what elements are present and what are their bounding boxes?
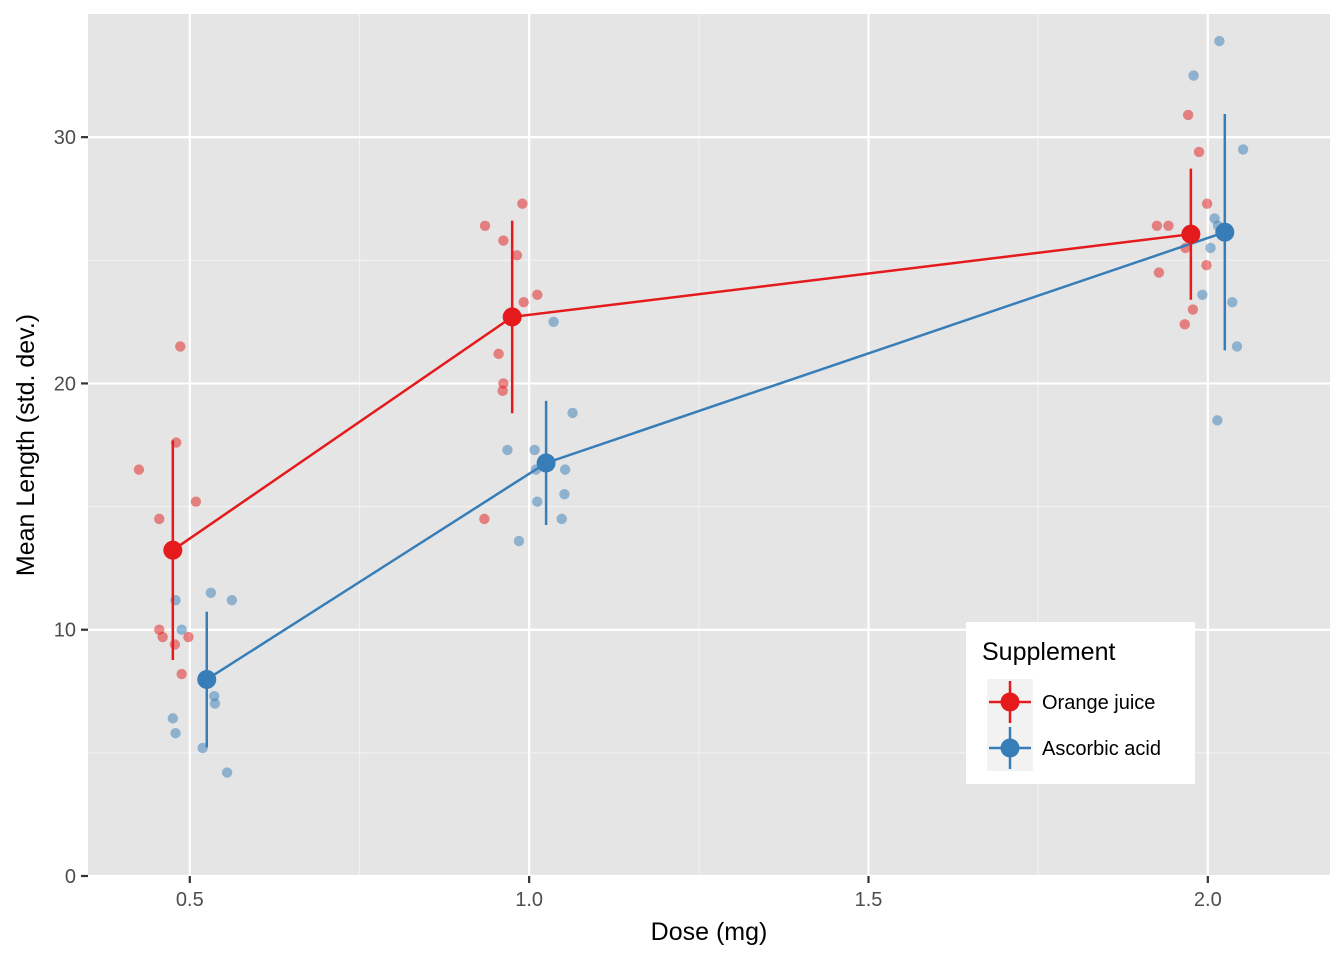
raw-point: [209, 698, 221, 709]
raw-point: [567, 407, 578, 419]
legend-label: Ascorbic acid: [1042, 738, 1161, 760]
mean-point: [502, 307, 522, 327]
legend-title: Supplement: [982, 638, 1115, 666]
mean-point: [536, 453, 556, 473]
raw-point: [1182, 109, 1194, 121]
raw-point: [479, 513, 490, 525]
raw-points: [133, 35, 1249, 778]
legend-key-point: [1000, 738, 1020, 758]
x-tick-label: 1.5: [855, 889, 883, 911]
legend-key-point: [1000, 692, 1020, 712]
raw-point: [479, 220, 491, 232]
raw-point: [170, 727, 181, 739]
raw-point: [1163, 220, 1174, 232]
raw-point: [559, 489, 570, 500]
x-tick-label: 1.0: [515, 889, 543, 911]
raw-point: [1214, 35, 1225, 47]
raw-point: [169, 639, 181, 650]
raw-point: [1201, 198, 1213, 209]
raw-point: [1197, 289, 1208, 300]
raw-point: [513, 535, 525, 547]
mean-point: [197, 669, 217, 689]
raw-point: [529, 444, 540, 456]
y-tick-label: 30: [54, 127, 76, 149]
raw-point: [226, 594, 238, 606]
raw-point: [154, 513, 165, 525]
legend-items: Orange juice Ascorbic acid: [987, 679, 1161, 771]
raw-point: [205, 587, 217, 598]
raw-point: [559, 464, 571, 475]
x-tick-label: 2.0: [1194, 889, 1222, 911]
raw-point: [518, 296, 529, 308]
y-tick-label: 20: [54, 373, 76, 395]
raw-point: [1188, 70, 1199, 81]
y-axis-title: Mean Length (std. dev.): [12, 314, 40, 576]
raw-point: [1231, 341, 1243, 352]
mean-point: [1215, 222, 1235, 242]
raw-point: [511, 250, 523, 261]
raw-point: [1237, 144, 1249, 155]
raw-point: [493, 348, 504, 360]
raw-point: [1205, 242, 1216, 254]
raw-point: [176, 668, 187, 680]
legend: Supplement Orange juice Ascorbic acid: [966, 622, 1195, 784]
raw-point: [1193, 146, 1205, 158]
raw-point: [498, 235, 509, 246]
raw-point: [497, 385, 508, 397]
raw-point: [502, 444, 513, 456]
raw-point: [1212, 415, 1223, 426]
x-axis-title: Dose (mg): [651, 918, 768, 946]
raw-point: [183, 631, 194, 643]
raw-point: [175, 341, 186, 352]
raw-point: [133, 464, 145, 475]
raw-point: [1187, 304, 1199, 315]
grid-lines: [88, 14, 1330, 878]
raw-point: [556, 513, 567, 525]
mean-points: [163, 222, 1235, 689]
y-tick-label: 10: [54, 620, 76, 642]
x-tick-label: 0.5: [176, 889, 204, 911]
raw-point: [197, 742, 208, 754]
raw-point: [176, 624, 187, 635]
raw-point: [1201, 260, 1212, 271]
raw-point: [517, 198, 528, 209]
mean-point: [1181, 224, 1201, 244]
raw-point: [221, 767, 233, 778]
raw-point: [154, 624, 165, 635]
axes: 0.5 1.0 1.5 2.0 0 10 20 30: [54, 127, 1222, 911]
raw-point: [1179, 319, 1190, 330]
raw-point: [532, 289, 543, 300]
raw-point: [1153, 267, 1165, 278]
raw-point: [1227, 296, 1238, 308]
legend-label: Orange juice: [1042, 692, 1155, 714]
raw-point: [190, 496, 202, 507]
mean-point: [163, 540, 183, 560]
raw-point: [548, 316, 559, 328]
raw-point: [532, 496, 543, 507]
raw-point: [1151, 220, 1163, 232]
y-tick-label: 0: [65, 866, 76, 888]
raw-point: [167, 713, 179, 724]
